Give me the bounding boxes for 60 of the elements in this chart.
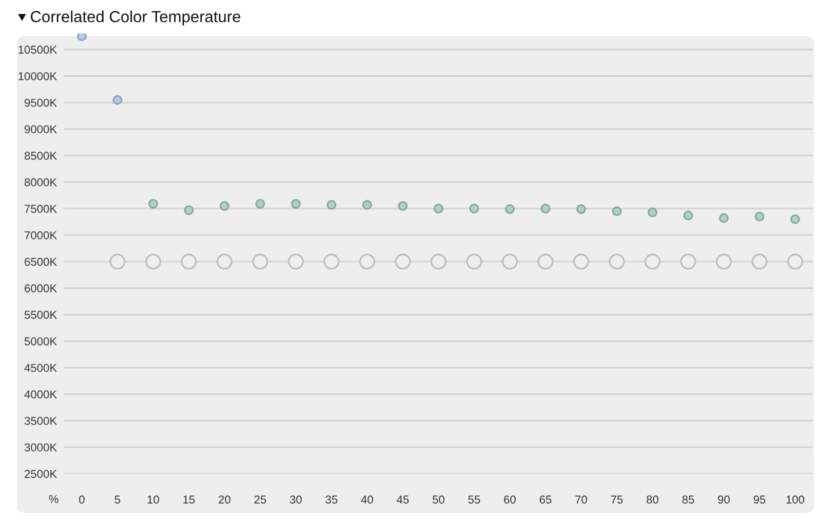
y-tick-label: 4500K <box>24 364 57 372</box>
x-tick-label: 100 <box>786 496 804 504</box>
x-tick-label: 55 <box>468 496 480 504</box>
y-tick-label: 9000K <box>24 125 57 134</box>
point <box>359 254 376 270</box>
point <box>145 254 162 270</box>
y-tick-label: 7500K <box>24 204 57 213</box>
point <box>608 254 625 270</box>
point <box>216 254 232 270</box>
y-tick-label: 3000K <box>24 443 57 452</box>
point <box>502 254 518 270</box>
point <box>430 254 446 270</box>
point <box>252 254 268 270</box>
y-tick-label: 6000K <box>24 284 57 292</box>
y-tick-label: 7000K <box>24 231 57 240</box>
point <box>680 254 696 270</box>
x-tick-label: 20 <box>218 496 230 504</box>
x-tick-label: 35 <box>326 496 338 504</box>
x-tick-label: 70 <box>575 496 588 504</box>
x-tick-label: 15 <box>183 496 195 504</box>
y-tick-label: 5500K <box>24 310 57 319</box>
point <box>324 254 340 270</box>
y-tick-label: 3500K <box>24 416 57 425</box>
chart-title: Correlated Color Temperature <box>30 10 240 26</box>
y-tick-label: 8500K <box>24 152 57 160</box>
y-tick-label: 8000K <box>24 178 57 186</box>
x-tick-label: 60 <box>504 496 516 504</box>
x-tick-label: 50 <box>432 496 444 504</box>
x-tick-label: 5 <box>114 496 120 504</box>
x-tick-label: 90 <box>718 496 730 504</box>
point <box>716 254 732 270</box>
y-tick-label: 6500K <box>24 258 57 266</box>
point <box>288 254 304 270</box>
x-tick-label: 25 <box>254 496 266 504</box>
y-tick-label: 9500K <box>24 98 57 107</box>
x-tick-label: 0 <box>79 496 85 504</box>
point <box>644 254 660 270</box>
y-tick-label: 2500K <box>24 470 57 478</box>
point <box>752 254 768 270</box>
x-tick-label: 45 <box>396 496 409 504</box>
point <box>110 254 126 270</box>
point <box>538 254 554 270</box>
x-axis-title: % <box>49 495 58 504</box>
x-tick-label: 40 <box>361 496 374 504</box>
x-tick-label: 80 <box>646 496 658 504</box>
x-tick-label: 65 <box>540 496 552 504</box>
x-tick-label: 75 <box>611 496 623 504</box>
x-tick-label: 30 <box>290 496 302 504</box>
y-tick-label: 5000K <box>24 337 57 346</box>
point <box>787 254 804 270</box>
y-tick-label: 4000K <box>24 390 57 398</box>
point <box>466 254 482 270</box>
point <box>394 254 411 270</box>
x-tick-label: 10 <box>148 496 160 504</box>
x-tick-label: 95 <box>754 496 766 504</box>
y-tick-label: 10500K <box>18 46 57 54</box>
point <box>573 254 590 270</box>
x-tick-label: 85 <box>682 496 694 504</box>
y-tick-label: 10000K <box>18 72 57 80</box>
point <box>180 254 197 270</box>
